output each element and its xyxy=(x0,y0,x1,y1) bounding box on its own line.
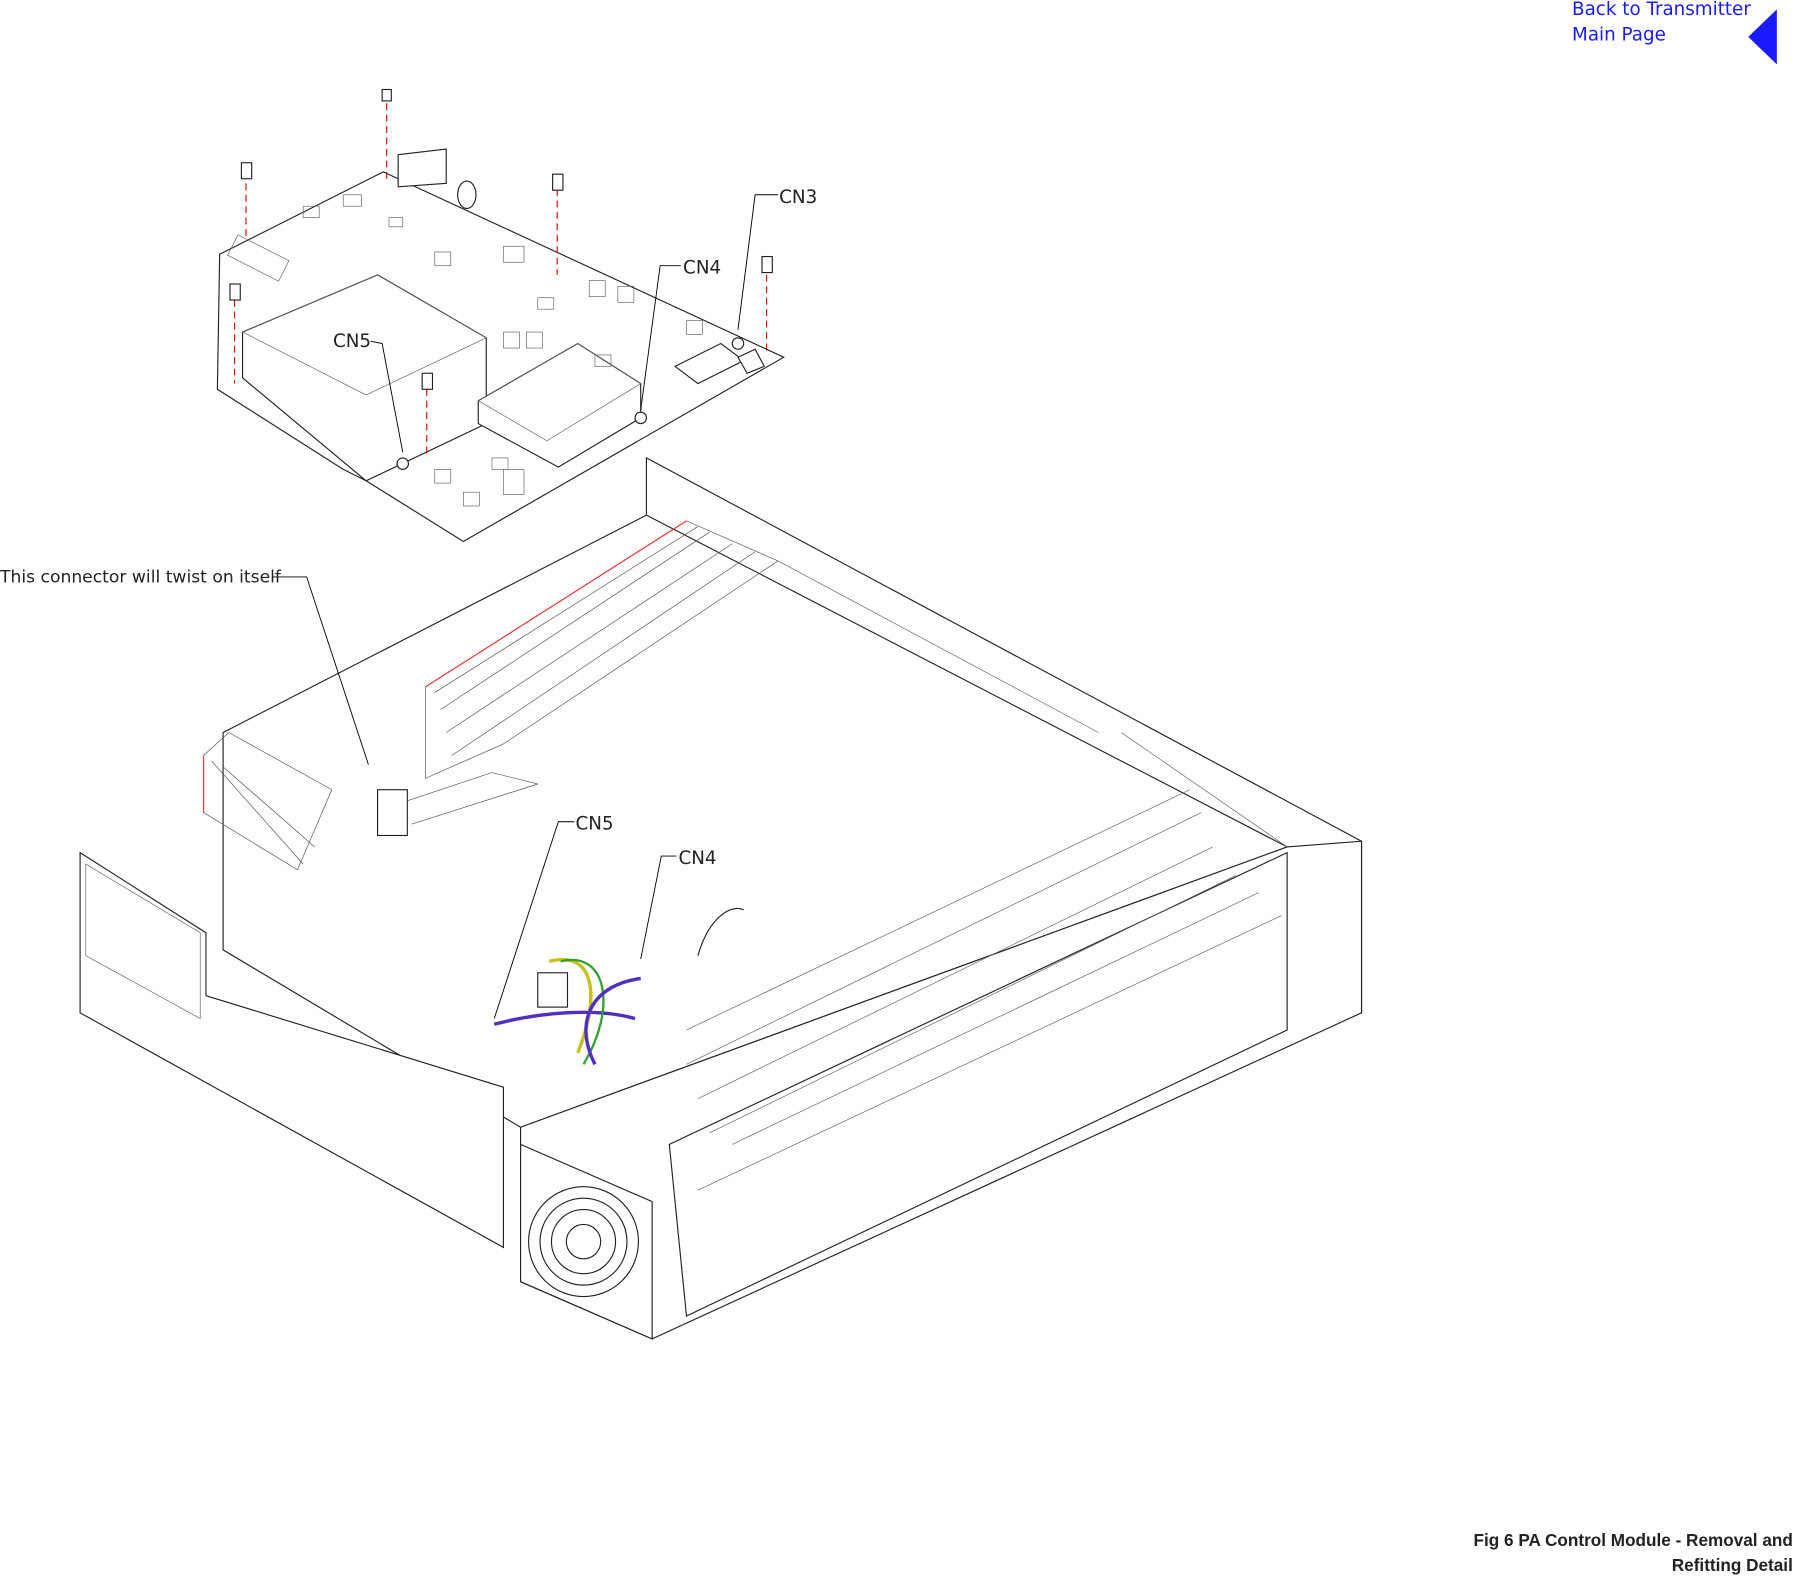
back-arrow[interactable] xyxy=(1748,9,1777,65)
callout-label: CN4 xyxy=(678,848,716,869)
caption: Fig 6 PA Control Module - Removal and xyxy=(1474,1530,1793,1550)
back-link[interactable]: Back to Transmitter Main Page xyxy=(1572,0,1777,65)
callout-label: CN4 xyxy=(683,258,721,279)
chassis xyxy=(79,456,1363,1340)
callout-label: CN3 xyxy=(779,187,817,208)
back-link-text[interactable]: Main Page xyxy=(1572,24,1666,45)
leaders xyxy=(272,194,779,1019)
caption: Refitting Detail xyxy=(1672,1555,1793,1575)
callout-label: CN5 xyxy=(333,331,371,352)
screws xyxy=(229,88,773,458)
callout-label: This connector will twist on itself xyxy=(0,568,282,588)
back-link-text[interactable]: Back to Transmitter xyxy=(1572,0,1751,20)
pcb-board xyxy=(216,148,785,543)
callout-label: CN5 xyxy=(575,814,613,835)
